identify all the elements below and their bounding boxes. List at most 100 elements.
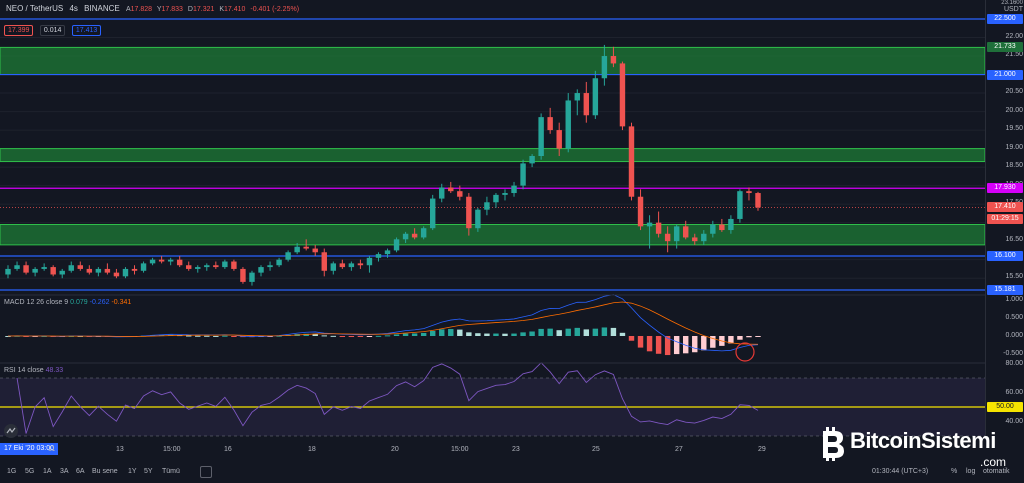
macd-histogram-bar [195, 335, 201, 337]
candle-body [5, 268, 11, 275]
macd-histogram-bar [357, 336, 364, 337]
macd-histogram-bar [574, 327, 580, 336]
macd-histogram-bar [520, 332, 526, 336]
log-toggle[interactable]: log [966, 468, 976, 475]
macd-histogram-bar [692, 336, 698, 353]
rsi-line [16, 362, 759, 434]
candle-body [565, 100, 571, 149]
price-axis-label: 20.50 [1005, 88, 1023, 96]
rsi-level-tag: 50.00 [987, 402, 1023, 412]
candle-body [231, 261, 237, 269]
range-button-3a[interactable]: 3A [60, 468, 69, 475]
macd-histogram-bar [457, 329, 463, 336]
candle-body [140, 263, 147, 271]
macd-histogram-bar [366, 336, 373, 337]
candle-body [511, 185, 517, 194]
range-button-1a[interactable]: 1A [43, 468, 52, 475]
candle-body [429, 198, 436, 229]
time-axis-label: 23 [512, 446, 520, 453]
price-axis-tag: 16.100 [987, 250, 1023, 261]
price-axis[interactable]: 23.1600 USDT 22.5022.0021.5021.0020.5020… [985, 0, 1024, 440]
candle-body [448, 187, 454, 192]
candle-body [258, 267, 264, 273]
candle-body [32, 268, 38, 273]
macd-histogram-bar [231, 336, 237, 337]
range-button-6a[interactable]: 6A [76, 468, 85, 475]
candle-body [339, 263, 346, 268]
symbol-name[interactable]: NEO / TetherUS [6, 4, 64, 13]
candle-body [122, 268, 129, 277]
candle-body [692, 237, 698, 242]
candle-body [303, 246, 309, 249]
candle-body [547, 117, 553, 131]
rsi-axis-label: 60.00 [1005, 388, 1023, 396]
candle-body [601, 56, 608, 79]
range-button-1g[interactable]: 1G [7, 468, 17, 475]
date-range-icon[interactable] [200, 466, 212, 478]
clock[interactable]: 01:30:44 (UTC+3) [872, 468, 929, 475]
candle-body [583, 93, 590, 116]
price-axis-tag: 21.733 [987, 42, 1023, 53]
tradingview-logo-icon[interactable] [4, 424, 18, 438]
macd-histogram-bar [204, 335, 210, 337]
macd-histogram-bar [420, 332, 427, 336]
candle-body [628, 126, 635, 197]
range-button-tümü[interactable]: Tümü [162, 468, 180, 475]
price-axis-tag: 01:29:15 [987, 213, 1023, 224]
sell-button[interactable]: 17.399 [4, 25, 34, 36]
candle-body [59, 270, 65, 275]
interval[interactable]: 4s [69, 4, 78, 13]
watermark-suffix: .com [980, 455, 1007, 469]
candle-body [619, 63, 626, 127]
time-axis-label: 11 [48, 446, 56, 453]
candle-body [176, 259, 183, 266]
candle-body [23, 265, 29, 273]
candle-body [592, 78, 599, 116]
buy-button[interactable]: 17.413 [71, 25, 102, 36]
macd-label[interactable]: MACD 12 26 close 9 [4, 299, 69, 306]
time-axis-label: 15:00 [163, 446, 181, 453]
macd-histogram-bar [466, 332, 472, 336]
support-resistance-zones [0, 46, 985, 246]
candle-body [95, 268, 102, 273]
candle-body [664, 233, 671, 242]
candle-body [213, 265, 219, 268]
time-axis[interactable]: 17 Eki '20 03:00 11 13 15:00 16 18 20 15:00 23 2… [0, 443, 985, 457]
candle-body [131, 268, 138, 271]
axis-currency-top: 23.1600 [1001, 0, 1023, 6]
time-axis-label: 15:00 [451, 446, 469, 453]
macd-histogram-bar [375, 335, 382, 337]
candle-body [755, 193, 761, 208]
macd-histogram-bar [683, 336, 689, 354]
range-button-5y[interactable]: 5Y [144, 468, 153, 475]
price-chart[interactable] [0, 0, 985, 440]
candle-body [719, 224, 725, 231]
symbol-legend: NEO / TetherUS 4s BINANCE A17.828 Y17.83… [6, 4, 307, 13]
price-axis-label: 16.50 [1005, 236, 1023, 244]
time-axis-label: 13 [116, 446, 124, 453]
macd-value-line: -0.262 [89, 299, 110, 306]
price-axis-label: 15.50 [1005, 273, 1023, 281]
rsi-label[interactable]: RSI 14 close [4, 367, 44, 374]
range-button-5g[interactable]: 5G [25, 468, 35, 475]
macd-legend: MACD 12 26 close 9 0.079 -0.262 -0.341 [4, 299, 131, 306]
time-axis-label: 29 [758, 446, 766, 453]
auto-toggle[interactable]: otomatik [983, 468, 1010, 475]
price-axis-label: 18.50 [1005, 162, 1023, 170]
macd-histogram-bar [610, 327, 617, 336]
range-button-1y[interactable]: 1Y [128, 468, 137, 475]
candle-body [520, 163, 526, 186]
percent-toggle[interactable]: % [951, 468, 958, 475]
macd-histogram-bar [637, 336, 644, 348]
cursor-date-badge: 17 Eki '20 03:00 [0, 443, 58, 455]
macd-axis-label: 0.500 [1005, 314, 1023, 321]
candle-body [574, 93, 580, 101]
macd-axis-label: 0.000 [1005, 332, 1023, 339]
range-button-bu-sene[interactable]: Bu sene [92, 468, 118, 475]
macd-histogram-bar [664, 336, 671, 356]
macd-pane [5, 294, 761, 356]
price-axis-label: 20.00 [1005, 106, 1023, 114]
trade-buttons: 17.399 0.014 17.413 [4, 19, 103, 37]
spread-value: 0.014 [39, 25, 66, 36]
macd-histogram-bar [448, 329, 454, 336]
